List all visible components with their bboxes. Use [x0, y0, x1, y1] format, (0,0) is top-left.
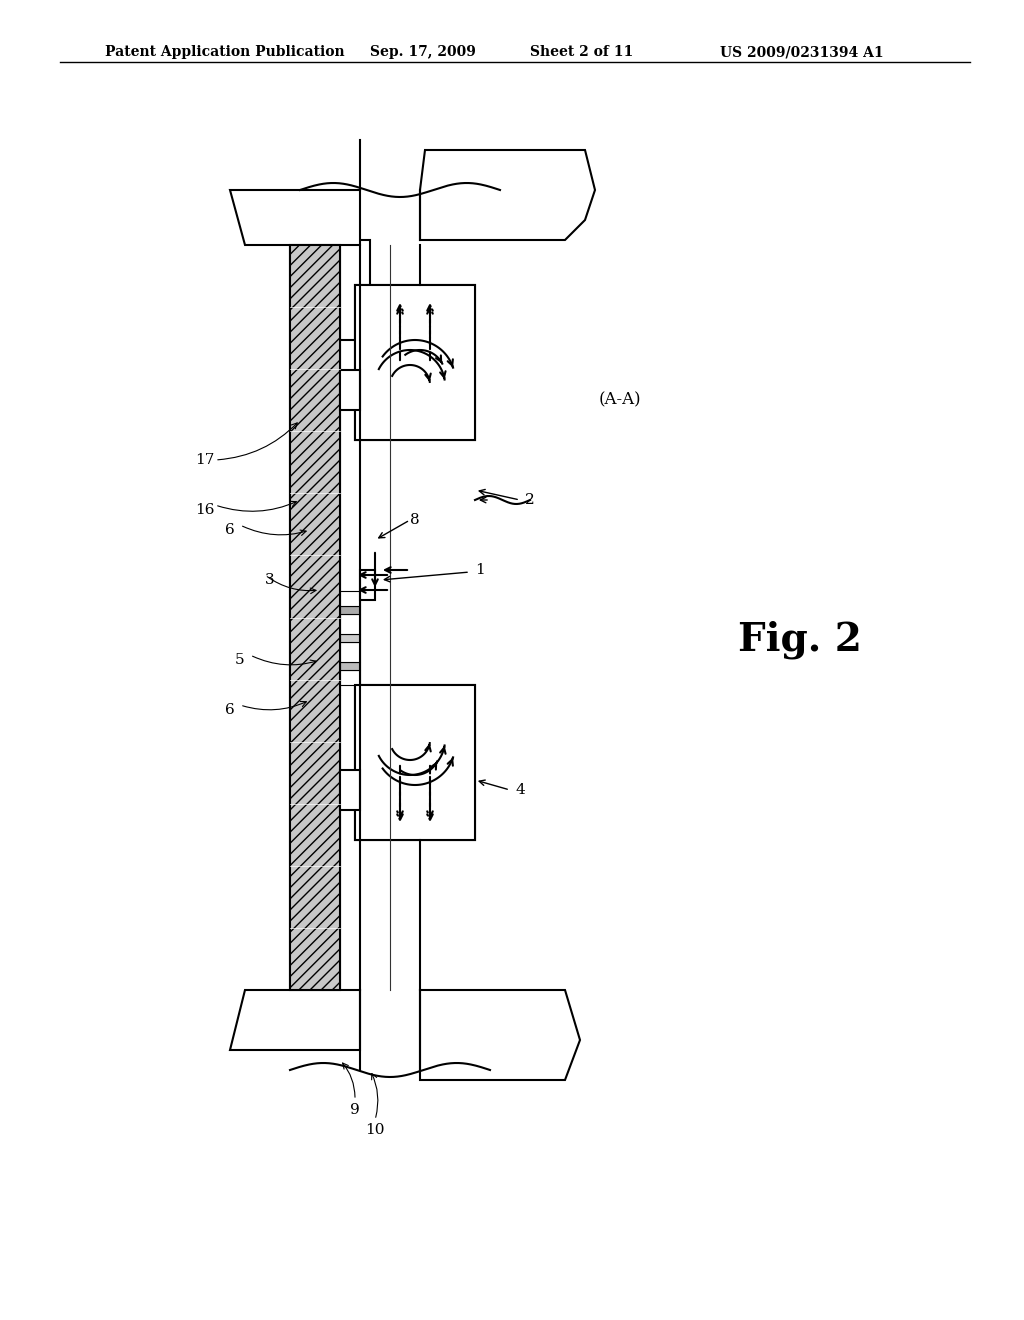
Text: 1: 1: [475, 564, 485, 577]
Text: 16: 16: [196, 503, 215, 517]
Text: 5: 5: [236, 653, 245, 667]
Text: Patent Application Publication: Patent Application Publication: [105, 45, 345, 59]
Bar: [355, 285, 475, 440]
Text: 17: 17: [196, 453, 215, 467]
Bar: [340, 614, 360, 634]
Text: 4: 4: [515, 783, 525, 797]
Bar: [290, 246, 340, 990]
Bar: [355, 285, 475, 440]
Text: 2: 2: [525, 492, 535, 507]
Bar: [340, 591, 360, 606]
Bar: [340, 642, 360, 663]
Text: 8: 8: [411, 513, 420, 527]
Bar: [340, 770, 360, 810]
Text: US 2009/0231394 A1: US 2009/0231394 A1: [720, 45, 884, 59]
Polygon shape: [420, 150, 595, 240]
Text: Sep. 17, 2009: Sep. 17, 2009: [370, 45, 476, 59]
Text: Fig. 2: Fig. 2: [738, 620, 862, 659]
Text: 9: 9: [350, 1104, 359, 1117]
Polygon shape: [420, 990, 580, 1080]
Bar: [355, 685, 475, 840]
Bar: [340, 634, 360, 642]
Text: 10: 10: [366, 1123, 385, 1137]
Text: 3: 3: [265, 573, 274, 587]
Bar: [340, 370, 360, 411]
Polygon shape: [230, 990, 360, 1049]
Text: (A-A): (A-A): [599, 392, 641, 408]
Polygon shape: [230, 190, 360, 246]
Bar: [340, 606, 360, 614]
Bar: [340, 240, 370, 341]
Bar: [290, 246, 340, 990]
Bar: [355, 685, 475, 840]
Bar: [360, 570, 375, 601]
Text: 6: 6: [225, 523, 234, 537]
Bar: [340, 671, 360, 685]
Bar: [340, 663, 360, 671]
Text: 6: 6: [225, 704, 234, 717]
Text: Sheet 2 of 11: Sheet 2 of 11: [530, 45, 633, 59]
